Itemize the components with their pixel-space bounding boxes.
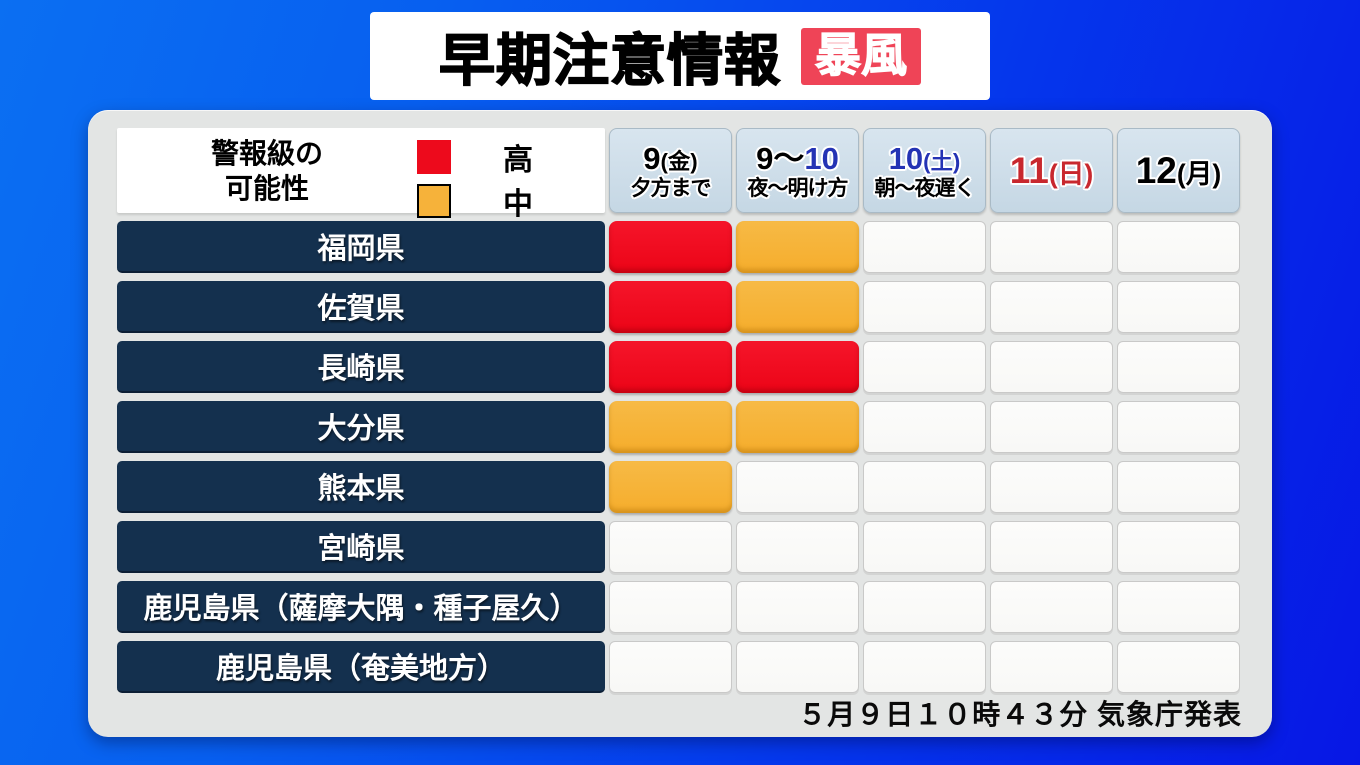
column-header-date: 11(日) [1009, 150, 1094, 192]
row-label-kumamoto: 熊本県 [117, 461, 605, 513]
legend-label-mid: 中 [503, 188, 533, 221]
column-header-date: 10(土) [888, 140, 961, 176]
grid-cell [1117, 341, 1240, 393]
grid-cell [990, 341, 1113, 393]
grid-cell [1117, 581, 1240, 633]
column-header-day11: 11(日) [990, 128, 1113, 213]
row-label-kagoshima-satsuma: 鹿児島県（薩摩大隅・種子屋久） [117, 581, 605, 633]
column-header-date: 9(金) [643, 140, 698, 176]
column-header-period: 夜～明け方 [747, 177, 849, 201]
grid-cell [990, 641, 1113, 693]
column-header-day12: 12(月) [1117, 128, 1240, 213]
column-header-date: 9～10 [756, 140, 839, 176]
grid-cell [736, 281, 859, 333]
grid-cell [863, 281, 986, 333]
grid-cell [736, 221, 859, 273]
grid-cell [609, 581, 732, 633]
grid-cell [863, 341, 986, 393]
warning-table: 警報級の 可能性 高 中 9(金) 夕方まで 9～10 夜～明け方 [117, 128, 1240, 693]
row-label-fukuoka: 福岡県 [117, 221, 605, 273]
legend-row-mid: 中 [417, 179, 533, 223]
grid-cell [863, 221, 986, 273]
column-header-day9-10: 9～10 夜～明け方 [736, 128, 859, 213]
grid-cell [609, 641, 732, 693]
grid-cell [609, 521, 732, 573]
legend-swatch-mid [417, 184, 451, 218]
grid-cell [1117, 401, 1240, 453]
grid-cell [1117, 641, 1240, 693]
grid-cell [990, 521, 1113, 573]
row-label-saga: 佐賀県 [117, 281, 605, 333]
grid-cell [863, 581, 986, 633]
row-label-nagasaki: 長崎県 [117, 341, 605, 393]
legend-row-high: 高 [417, 135, 533, 179]
grid-cell [609, 341, 732, 393]
grid-cell [1117, 221, 1240, 273]
grid-cell [609, 401, 732, 453]
column-header-date: 12(月) [1135, 150, 1222, 192]
grid-cell [736, 581, 859, 633]
grid-cell [736, 341, 859, 393]
legend-label-high: 高 [503, 144, 533, 177]
grid-cell [609, 221, 732, 273]
column-header-day9: 9(金) 夕方まで [609, 128, 732, 213]
grid-cell [1117, 461, 1240, 513]
grid-cell [863, 521, 986, 573]
grid-cell [990, 221, 1113, 273]
grid-cell [863, 641, 986, 693]
grid-cell [1117, 281, 1240, 333]
grid-cell [1117, 521, 1240, 573]
row-label-oita: 大分県 [117, 401, 605, 453]
grid-cell [736, 461, 859, 513]
legend-title-line1: 警報級の [210, 137, 323, 169]
row-label-miyazaki: 宮崎県 [117, 521, 605, 573]
grid-cell [990, 401, 1113, 453]
grid-cell [990, 281, 1113, 333]
legend-title-line2: 可能性 [224, 172, 309, 204]
page-title: 早期注意情報 [438, 28, 781, 93]
warning-type-badge: 暴風 [801, 27, 921, 85]
grid-cell [736, 641, 859, 693]
legend-items: 高 中 [417, 128, 533, 221]
grid-cell [609, 461, 732, 513]
grid-cell [990, 581, 1113, 633]
grid-cell [863, 401, 986, 453]
grid-cell [736, 521, 859, 573]
warning-table-panel: 警報級の 可能性 高 中 9(金) 夕方まで 9～10 夜～明け方 [88, 110, 1272, 737]
legend-swatch-high [417, 140, 451, 174]
grid-cell [609, 281, 732, 333]
column-header-period: 朝～夜遅く [874, 177, 976, 201]
grid-cell [736, 401, 859, 453]
grid-cell [863, 461, 986, 513]
column-header-day10: 10(土) 朝～夜遅く [863, 128, 986, 213]
title-bar: 早期注意情報 暴風 [370, 12, 990, 100]
column-header-period: 夕方まで [630, 177, 712, 201]
legend-title: 警報級の 可能性 [117, 136, 417, 206]
row-label-kagoshima-amami: 鹿児島県（奄美地方） [117, 641, 605, 693]
legend: 警報級の 可能性 高 中 [117, 128, 605, 221]
grid-cell [990, 461, 1113, 513]
issued-timestamp: ５月９日１０時４３分 気象庁発表 [798, 699, 1242, 730]
